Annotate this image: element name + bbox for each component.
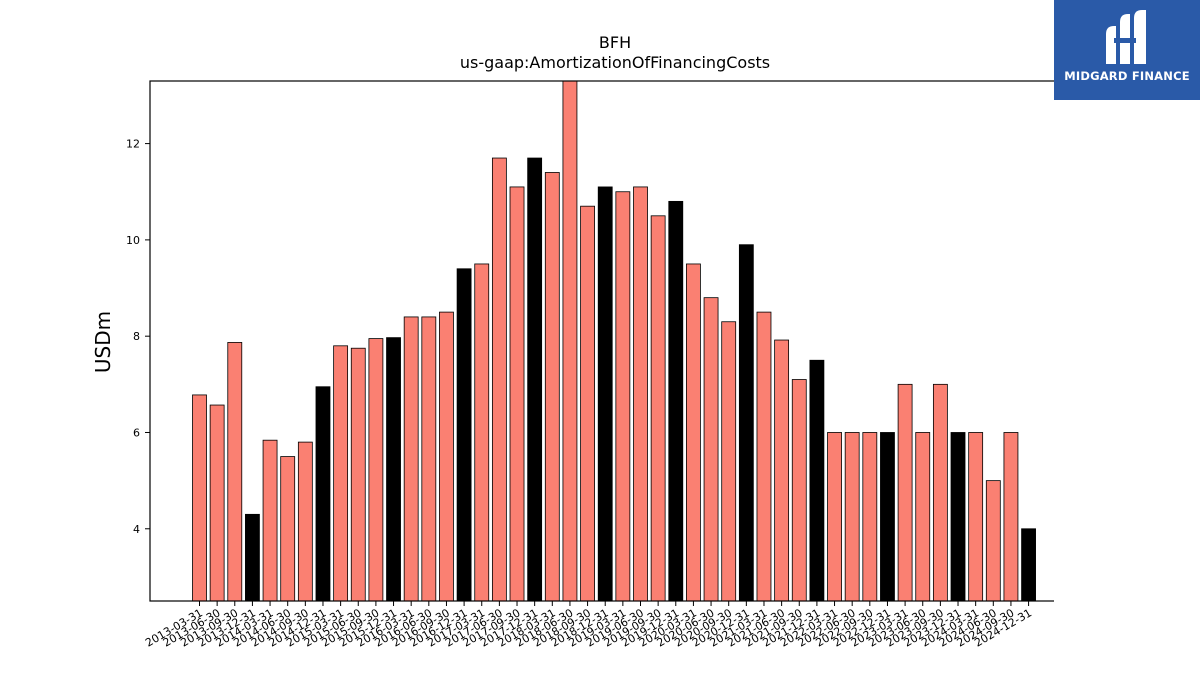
bar-2020-06-30 [703,297,719,602]
x-axis-ticks: 2013-03-312013-06-302013-09-302013-12-31… [143,601,1034,650]
bar-2021-12-31 [809,359,825,602]
bar-2022-09-30 [862,432,878,602]
plot-frame [149,80,1054,602]
bar-2016-12-31 [456,268,472,602]
bar-2014-06-30 [280,456,296,602]
bar-2021-09-30 [791,379,807,602]
bar-2013-09-30 [227,342,243,602]
bar-2015-09-30 [368,338,384,602]
bar-2018-12-31 [597,186,613,602]
bar-2020-12-31 [738,244,754,602]
bar-2019-03-31 [615,191,631,602]
bar-2022-03-31 [827,432,842,602]
bar-2014-12-31 [315,386,331,602]
bar-2013-03-31 [192,394,207,602]
midgard-logo-icon [1106,10,1146,64]
y-tick-label: 4 [133,523,140,536]
bar-2019-12-31 [668,200,684,602]
bar-2018-06-30 [562,80,578,602]
bar-2022-12-31 [880,432,895,602]
bar-2019-09-30 [650,215,666,602]
bar-2016-06-30 [421,316,437,602]
bar-2022-06-30 [844,432,860,602]
bar-2017-12-31 [527,157,543,602]
bar-2021-03-31 [756,311,772,602]
chart-subtitle: us-gaap:AmortizationOfFinancingCosts [460,53,770,72]
bar-2023-12-31 [950,432,966,602]
bar-2017-09-30 [509,186,525,602]
chart-title: BFH [599,33,631,52]
bar-2014-03-31 [262,439,278,602]
bar-series [192,80,1036,602]
bar-2019-06-30 [633,186,648,602]
bar-2013-12-31 [245,513,260,602]
y-tick-label: 10 [126,234,140,247]
bar-2015-06-30 [350,347,366,602]
bar-2023-03-31 [897,383,913,602]
bar-2024-06-30 [985,480,1001,602]
bar-chart: BFH us-gaap:AmortizationOfFinancingCosts… [91,33,1054,650]
bar-2023-09-30 [932,383,948,602]
bar-2017-03-31 [474,263,490,602]
bar-2017-06-30 [491,157,507,602]
bar-2018-09-30 [580,205,595,602]
bar-2024-12-31 [1021,528,1036,602]
bar-2014-09-30 [297,441,313,602]
bar-2020-09-30 [721,321,737,602]
midgard-finance-logo: MIDGARD FINANCE [1054,0,1200,100]
bar-2016-03-31 [403,316,419,602]
y-axis-ticks: 4 6 8 10 12 [126,138,150,536]
bar-2020-03-31 [686,263,701,602]
bar-2024-09-30 [1003,432,1019,602]
y-tick-label: 6 [133,426,140,439]
y-tick-label: 8 [133,330,140,343]
bar-2016-09-30 [439,311,454,602]
y-axis-label: USDm [91,311,115,373]
bar-2013-06-30 [209,404,225,602]
y-tick-label: 12 [126,138,140,151]
bar-2023-06-30 [915,432,931,602]
bar-2024-03-31 [968,432,984,602]
bar-2015-12-31 [386,337,401,602]
bar-2021-06-30 [774,339,790,602]
bar-2018-03-31 [544,172,560,602]
bar-2015-03-31 [333,345,349,602]
logo-text: MIDGARD FINANCE [1064,69,1190,83]
